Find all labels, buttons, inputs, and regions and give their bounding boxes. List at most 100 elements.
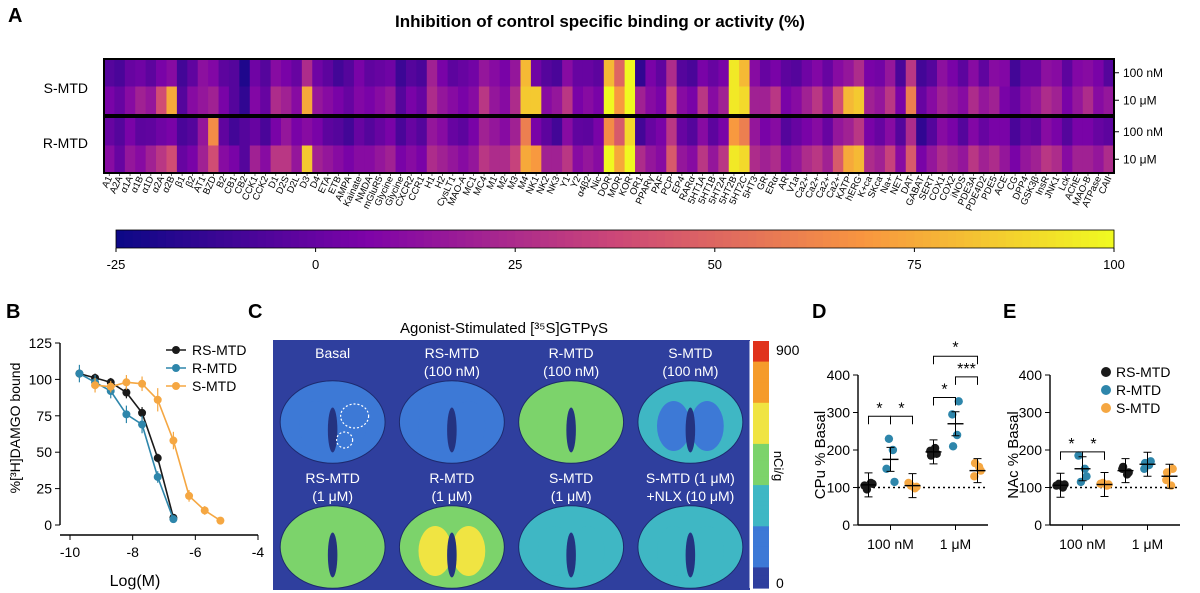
autorad-colorbar-segment <box>753 526 769 531</box>
heatmap-cell <box>416 86 428 114</box>
heatmap-cell <box>312 86 324 114</box>
b-legend-label: R-MTD <box>192 360 237 376</box>
heatmap-cell <box>239 59 251 87</box>
b-data-point <box>75 369 84 378</box>
heatmap-cell <box>624 59 636 87</box>
heatmap-cell <box>478 145 490 173</box>
e-y-axis-label: NAc % Basal <box>1005 411 1022 499</box>
target-label: D3 <box>298 175 313 191</box>
colorbar-segment <box>906 230 915 248</box>
heatmap-cell <box>1020 145 1032 173</box>
heatmap-cell <box>676 86 688 114</box>
heatmap-cell <box>635 86 646 114</box>
panel-b-label: B <box>6 301 20 323</box>
heatmap-cell <box>270 145 282 173</box>
heatmap-cell <box>916 86 927 114</box>
heatmap-cell <box>645 145 657 173</box>
heatmap-cell <box>739 59 750 87</box>
colorbar-segment <box>1047 230 1057 248</box>
colorbar-tick-label: -25 <box>107 257 126 272</box>
heatmap-cell <box>1082 145 1094 173</box>
heatmap-cell <box>385 59 396 87</box>
brain-midline <box>327 532 338 578</box>
heatmap-cell <box>687 145 698 173</box>
autorad-colorbar-segment <box>753 559 769 564</box>
colorbar-segment <box>506 230 516 248</box>
autorad-colorbar-segment <box>753 411 769 416</box>
heatmap-cell <box>905 145 917 173</box>
row-concentration-label: 100 nM <box>1123 66 1163 80</box>
heatmap-cell <box>770 86 782 114</box>
heatmap-cell <box>572 145 584 173</box>
heatmap-cell <box>968 86 980 114</box>
colorbar-tick-label: 100 <box>1103 257 1125 272</box>
heatmap-cell <box>114 145 126 173</box>
data-point <box>1118 462 1128 472</box>
heatmap-cell <box>957 59 969 87</box>
heatmap-cell <box>780 145 792 173</box>
target-label: β1 <box>173 175 188 189</box>
colorbar-segment <box>822 230 832 248</box>
heatmap-cell <box>947 145 959 173</box>
b-ytick-label: 0 <box>44 517 52 533</box>
heatmap-cell <box>510 86 521 114</box>
heatmap-cell <box>520 145 532 173</box>
heatmap-cell <box>968 59 980 87</box>
brain-striatum-right <box>332 526 367 576</box>
colorbar-segment <box>673 230 683 248</box>
heatmap-cell <box>447 59 459 87</box>
autorad-title: Agonist-Stimulated [³⁵S]GTPγS <box>400 320 608 337</box>
heatmap-cell <box>884 118 896 146</box>
heatmap-cell <box>603 59 615 87</box>
brain-striatum-left <box>656 401 691 451</box>
heatmap-cell <box>260 145 271 173</box>
brain-midline <box>685 407 696 453</box>
heatmap-cell <box>989 118 1000 146</box>
autorad-label: R-MTD <box>549 345 594 361</box>
target-label: Nic <box>589 174 605 191</box>
b-xtick-label: -6 <box>189 544 202 560</box>
target-label: AR <box>776 174 792 191</box>
heatmap-cell <box>499 59 511 87</box>
brain-midline <box>685 532 696 578</box>
autorad-colorbar-segment <box>753 382 769 387</box>
heatmap-cell <box>281 59 292 87</box>
heatmap-cell <box>1093 118 1104 146</box>
heatmap-cell <box>874 145 886 173</box>
colorbar-segment <box>265 230 275 248</box>
heatmap-cell <box>749 86 761 114</box>
brain-midline <box>327 407 338 453</box>
heatmap-cell <box>1051 86 1063 114</box>
heatmap-cell <box>843 145 855 173</box>
heatmap-cell <box>624 86 636 114</box>
heatmap-cell <box>166 59 178 87</box>
row-concentration-label: 10 μM <box>1123 152 1157 166</box>
colorbar-segment <box>914 230 924 248</box>
colorbar-segment <box>423 230 433 248</box>
colorbar-segment <box>847 230 857 248</box>
heatmap-cell <box>249 86 261 114</box>
heatmap-cell <box>780 86 792 114</box>
heatmap-cell <box>114 118 126 146</box>
colorbar-tick-label: 75 <box>907 257 921 272</box>
heatmap-cell <box>520 118 532 146</box>
heatmap-cell <box>801 86 813 114</box>
heatmap-cell <box>999 86 1011 114</box>
sig-bracket <box>890 415 913 425</box>
autorad-colorbar-segment <box>753 341 769 346</box>
heatmap-cell <box>187 118 199 146</box>
heatmap-cell <box>770 145 782 173</box>
colorbar-segment <box>648 230 658 248</box>
target-label: CG <box>1005 175 1021 193</box>
colorbar-segment <box>249 230 258 248</box>
sig-star: * <box>941 382 947 399</box>
target-label: M2 <box>495 175 511 192</box>
heatmap-cell <box>905 59 917 87</box>
ytick-label: 200 <box>827 442 851 458</box>
heatmap-cell <box>936 86 948 114</box>
heatmap-cell <box>749 118 761 146</box>
heatmap-cell <box>395 145 407 173</box>
colorbar-segment <box>864 230 874 248</box>
heatmap-cell <box>759 145 771 173</box>
autorad-colorbar-segment <box>753 546 769 552</box>
